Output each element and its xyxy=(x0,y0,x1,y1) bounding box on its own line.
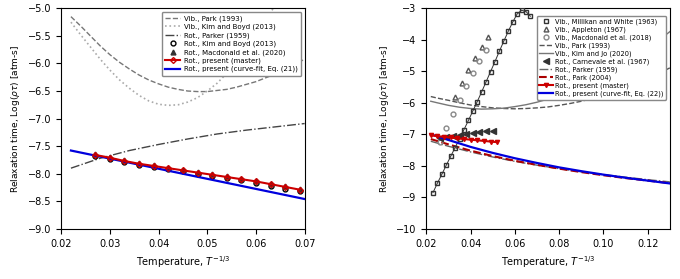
Legend: Vib., Park (1993), Vib., Kim and Boyd (2013), Rot., Parker (1959), Rot., Kim and: Vib., Park (1993), Vib., Kim and Boyd (2… xyxy=(162,12,301,76)
Y-axis label: Relaxation time, Log($\rho\tau$) [atm-s]: Relaxation time, Log($\rho\tau$) [atm-s] xyxy=(377,45,391,193)
Legend: Vib., Millikan and White (1963), Vib., Appleton (1967), Vib., Macdonald et al. (: Vib., Millikan and White (1963), Vib., A… xyxy=(537,16,666,100)
X-axis label: Temperature, $T^{-1/3}$: Temperature, $T^{-1/3}$ xyxy=(500,254,596,270)
X-axis label: Temperature, $T^{-1/3}$: Temperature, $T^{-1/3}$ xyxy=(135,254,231,270)
Y-axis label: Relaxation time, Log($\rho\tau$) [atm-s]: Relaxation time, Log($\rho\tau$) [atm-s] xyxy=(10,45,22,193)
